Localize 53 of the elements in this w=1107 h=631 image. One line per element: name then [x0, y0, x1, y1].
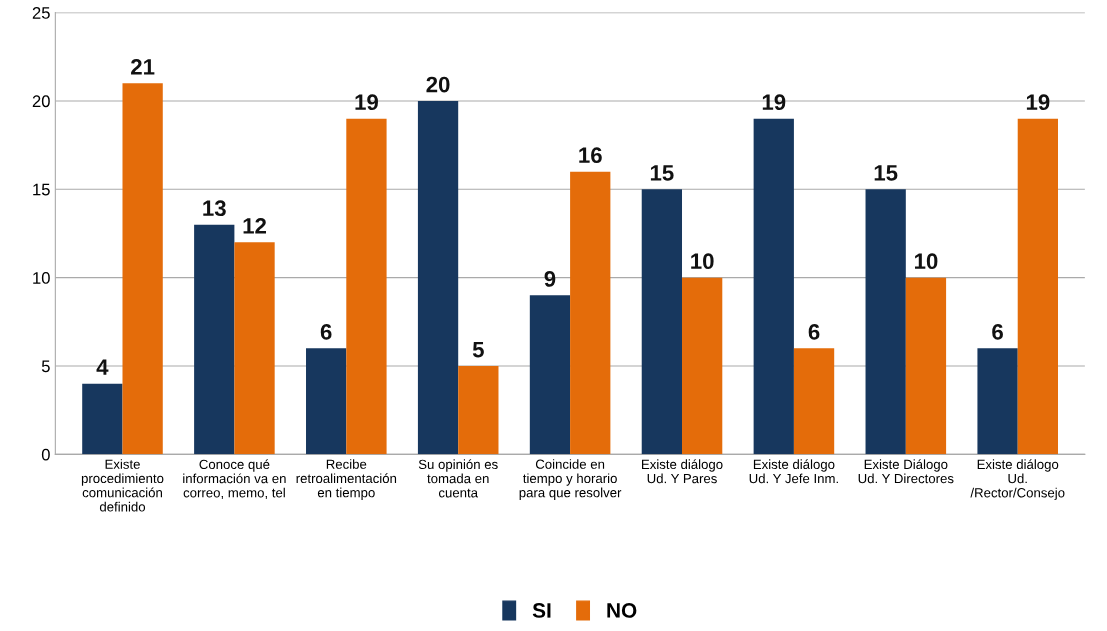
data-label: 5	[472, 341, 484, 358]
data-label: 15	[650, 165, 674, 181]
x-tick-label: Su opinión es tomada en cuenta	[418, 459, 498, 498]
y-tick-label: 15	[33, 183, 50, 196]
data-label: 6	[992, 324, 1003, 340]
data-label: 10	[691, 253, 714, 270]
x-tick-label: Existe Diálogo Ud. Y Directores	[858, 459, 954, 484]
data-label: 19	[762, 94, 786, 111]
x-tick-label: Existe diálogo Ud. Y Pares	[642, 459, 723, 484]
data-label: 9	[544, 271, 556, 287]
y-tick-label: 25	[32, 7, 50, 19]
bar	[82, 383, 123, 455]
x-tick-label: Existe diálogo Ud. /Rector/Consejo	[970, 459, 1065, 501]
y-tick-label: 10	[33, 272, 50, 284]
bar	[1017, 118, 1058, 455]
data-label: 19	[1026, 94, 1050, 111]
bar	[417, 100, 459, 455]
legend-label: NO	[607, 603, 637, 618]
x-tick-label: Conoce qué información va en correo, memo, tel	[183, 459, 286, 500]
bar	[570, 171, 611, 455]
data-label: 16	[579, 147, 602, 164]
bar	[865, 189, 906, 455]
legend-label: SI	[532, 603, 551, 618]
data-label: 6	[320, 324, 332, 340]
bar	[529, 295, 571, 455]
bar	[905, 277, 947, 455]
bar	[122, 83, 163, 455]
data-label: 15	[874, 165, 898, 181]
data-label: 13	[203, 200, 226, 217]
data-label: 20	[426, 76, 450, 93]
x-tick-label: Recibe retroalimentación en tiempo	[296, 459, 397, 500]
data-label: 21	[131, 59, 155, 75]
bar	[194, 224, 235, 455]
x-tick-label: Coincide en tiempo y horario para que resolver	[519, 459, 622, 500]
bar	[753, 118, 794, 455]
x-tick-label: Existe diálogo Ud. Y Jefe Inm.	[749, 459, 838, 484]
data-label: 19	[355, 94, 378, 111]
data-label: 6	[808, 324, 820, 340]
bar	[682, 277, 723, 455]
bar	[977, 348, 1018, 455]
data-label: 10	[915, 253, 938, 270]
bar	[346, 118, 387, 455]
y-tick-label: 0	[41, 448, 50, 461]
bar	[306, 348, 347, 455]
bar	[641, 189, 683, 455]
y-tick-label: 5	[41, 360, 50, 373]
bar	[234, 242, 275, 455]
y-tick-label: 20	[32, 95, 50, 108]
bar	[458, 365, 499, 455]
bar	[793, 348, 835, 455]
x-tick-label: Existe procedimiento comunicación definido	[81, 459, 164, 512]
data-label: 12	[243, 218, 267, 234]
data-label: 4	[96, 359, 109, 375]
